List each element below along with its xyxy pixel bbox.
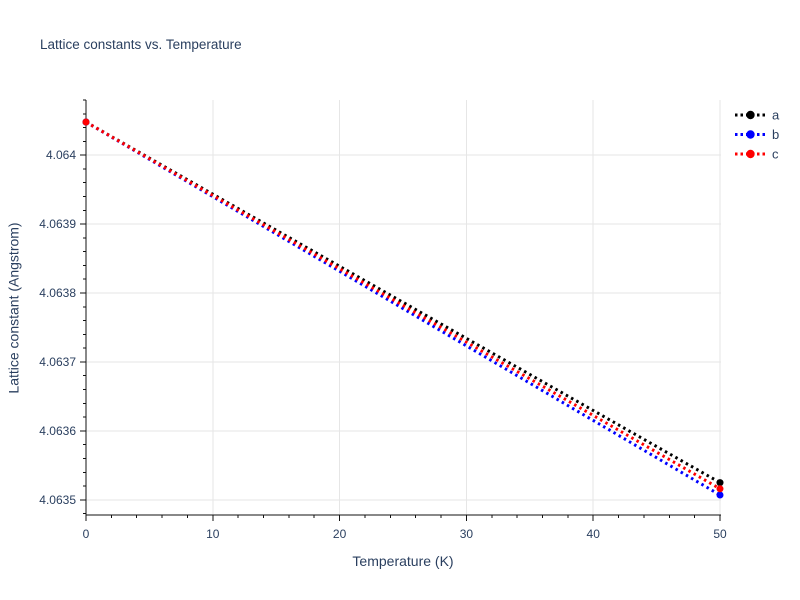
chart-title: Lattice constants vs. Temperature	[40, 37, 242, 52]
x-tick-label: 20	[333, 527, 347, 541]
legend-item-a[interactable]: a	[735, 108, 780, 123]
y-axis-title: Lattice constant (Angstrom)	[6, 221, 22, 394]
series-marker-c	[716, 485, 724, 493]
y-tick-label: 4.0638	[39, 286, 76, 300]
legend-marker-a	[746, 110, 755, 120]
y-tick-label: 4.0637	[39, 355, 76, 369]
legend-item-c[interactable]: c	[735, 147, 779, 162]
x-tick-label: 10	[206, 527, 220, 541]
legend-marker-b	[746, 130, 755, 139]
legend-item-b[interactable]: b	[735, 127, 779, 142]
y-axis-title-wrap: Lattice constant (Angstrom)	[4, 100, 24, 515]
y-tick-label: 4.0639	[39, 217, 76, 231]
x-axis-title: Temperature (K)	[352, 553, 454, 569]
series-line-b	[85, 120, 721, 497]
x-tick-label: 50	[713, 527, 727, 541]
legend-label-a: a	[772, 108, 780, 123]
y-tick-label: 4.064	[46, 148, 76, 162]
series-marker-b	[716, 491, 724, 499]
legend-marker-c	[746, 149, 755, 159]
y-tick-label: 4.0636	[39, 424, 76, 438]
x-tick-label: 30	[460, 527, 474, 541]
y-tick-label: 4.0635	[39, 493, 76, 507]
legend-label-c: c	[772, 147, 779, 162]
series-marker-a	[716, 479, 724, 487]
x-tick-label: 0	[83, 527, 90, 541]
series-marker-c	[82, 118, 90, 126]
series-line-c	[85, 120, 721, 491]
x-tick-label: 40	[587, 527, 601, 541]
legend-label-b: b	[772, 127, 779, 142]
